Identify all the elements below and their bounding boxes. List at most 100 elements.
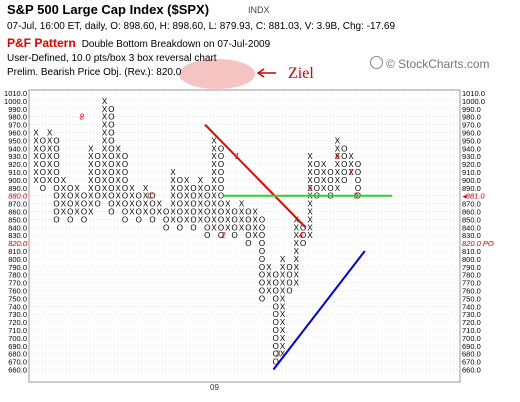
y-tick-left: 890.0 [8, 184, 27, 193]
y-tick-left: 950.0 [8, 136, 27, 145]
x-box: X [335, 184, 341, 193]
x-box: X [211, 168, 217, 177]
o-box: O [40, 168, 46, 177]
o-box: O [218, 231, 224, 240]
o-box: O [95, 200, 101, 209]
y-tick-left: 960.0 [8, 129, 27, 138]
y-tick-left: 790.0 [8, 263, 27, 272]
x-box: X [307, 215, 313, 224]
x-box: X [129, 200, 135, 209]
x-box: X [335, 160, 341, 169]
o-box: O [177, 184, 183, 193]
x-box: X [211, 208, 217, 217]
o-box: O [259, 271, 265, 280]
o-box: O [136, 215, 142, 224]
x-box: X [239, 215, 245, 224]
x-box: X [102, 160, 108, 169]
y-tick-left: 690.0 [8, 342, 27, 351]
y-tick-left: 810.0 [8, 247, 27, 256]
y-tick-left: 670.0 [8, 358, 27, 367]
o-box: O [259, 223, 265, 232]
o-box: O [122, 168, 128, 177]
y-tick-left: 910.0 [8, 168, 27, 177]
x-box: X [143, 208, 149, 217]
month-marker: C [147, 192, 153, 201]
x-box: X [280, 263, 286, 272]
month-marker: 4 [299, 231, 304, 240]
o-box: O [218, 184, 224, 193]
o-box: O [245, 208, 251, 217]
o-box: O [67, 215, 73, 224]
o-box: O [245, 215, 251, 224]
o-box: O [190, 215, 196, 224]
o-box: O [341, 144, 347, 153]
y-tick-right: 870.0 [462, 200, 481, 209]
x-box: X [307, 223, 313, 232]
o-box: O [40, 184, 46, 193]
x-box: X [184, 192, 190, 201]
o-box: O [108, 144, 114, 153]
x-box: X [116, 192, 122, 201]
o-box: O [136, 192, 142, 201]
o-box: O [218, 168, 224, 177]
o-box: O [259, 247, 265, 256]
o-box: O [95, 192, 101, 201]
o-box: O [190, 223, 196, 232]
o-box: O [53, 200, 59, 209]
o-box: O [53, 160, 59, 169]
o-box: O [232, 231, 238, 240]
o-box: O [122, 192, 128, 201]
o-box: O [67, 208, 73, 217]
x-box: X [280, 326, 286, 335]
o-box: O [40, 160, 46, 169]
x-box: X [102, 192, 108, 201]
x-box: X [266, 263, 272, 272]
y-tick-right: 980.0 [462, 113, 481, 122]
x-box: X [88, 168, 94, 177]
x-box: X [102, 129, 108, 138]
o-box: O [177, 176, 183, 185]
o-box: O [341, 160, 347, 169]
y-tick-right: 950.0 [462, 136, 481, 145]
o-box: O [190, 208, 196, 217]
x-box: X [266, 287, 272, 296]
x-box: X [211, 144, 217, 153]
o-box: O [190, 184, 196, 193]
x-box: X [88, 192, 94, 201]
o-box: O [177, 200, 183, 209]
x-box: X [335, 152, 341, 161]
x-box: X [211, 223, 217, 232]
y-tick-right: 900.0 [462, 176, 481, 185]
y-tick-left: 980.0 [8, 113, 27, 122]
x-box: X [170, 200, 176, 209]
x-box: X [47, 144, 53, 153]
x-box: X [102, 176, 108, 185]
y-tick-right: 970.0 [462, 121, 481, 130]
x-box: X [280, 302, 286, 311]
x-box: X [129, 192, 135, 201]
o-box: O [108, 136, 114, 145]
y-tick-left: 820.0 [8, 239, 28, 248]
y-tick-left: 720.0 [8, 318, 27, 327]
o-box: O [108, 176, 114, 185]
x-box: X [143, 200, 149, 209]
y-tick-right: 960.0 [462, 129, 481, 138]
y-tick-right: 750.0 [462, 294, 481, 303]
o-box: O [286, 271, 292, 280]
o-box: O [327, 184, 333, 193]
x-box: X [170, 215, 176, 224]
x-box: X [266, 279, 272, 288]
o-box: O [245, 223, 251, 232]
y-tick-right: 660.0 [462, 366, 481, 375]
y-tick-right: 1000.0 [462, 97, 485, 106]
o-box: O [286, 279, 292, 288]
month-marker: 8 [79, 113, 84, 122]
o-box: O [218, 200, 224, 209]
o-box: O [327, 176, 333, 185]
x-box: X [88, 152, 94, 161]
o-box: O [218, 152, 224, 161]
o-box: O [218, 176, 224, 185]
pattern-row: P&F Pattern Double Bottom Breakdown on 07… [7, 36, 270, 50]
o-box: O [53, 208, 59, 217]
